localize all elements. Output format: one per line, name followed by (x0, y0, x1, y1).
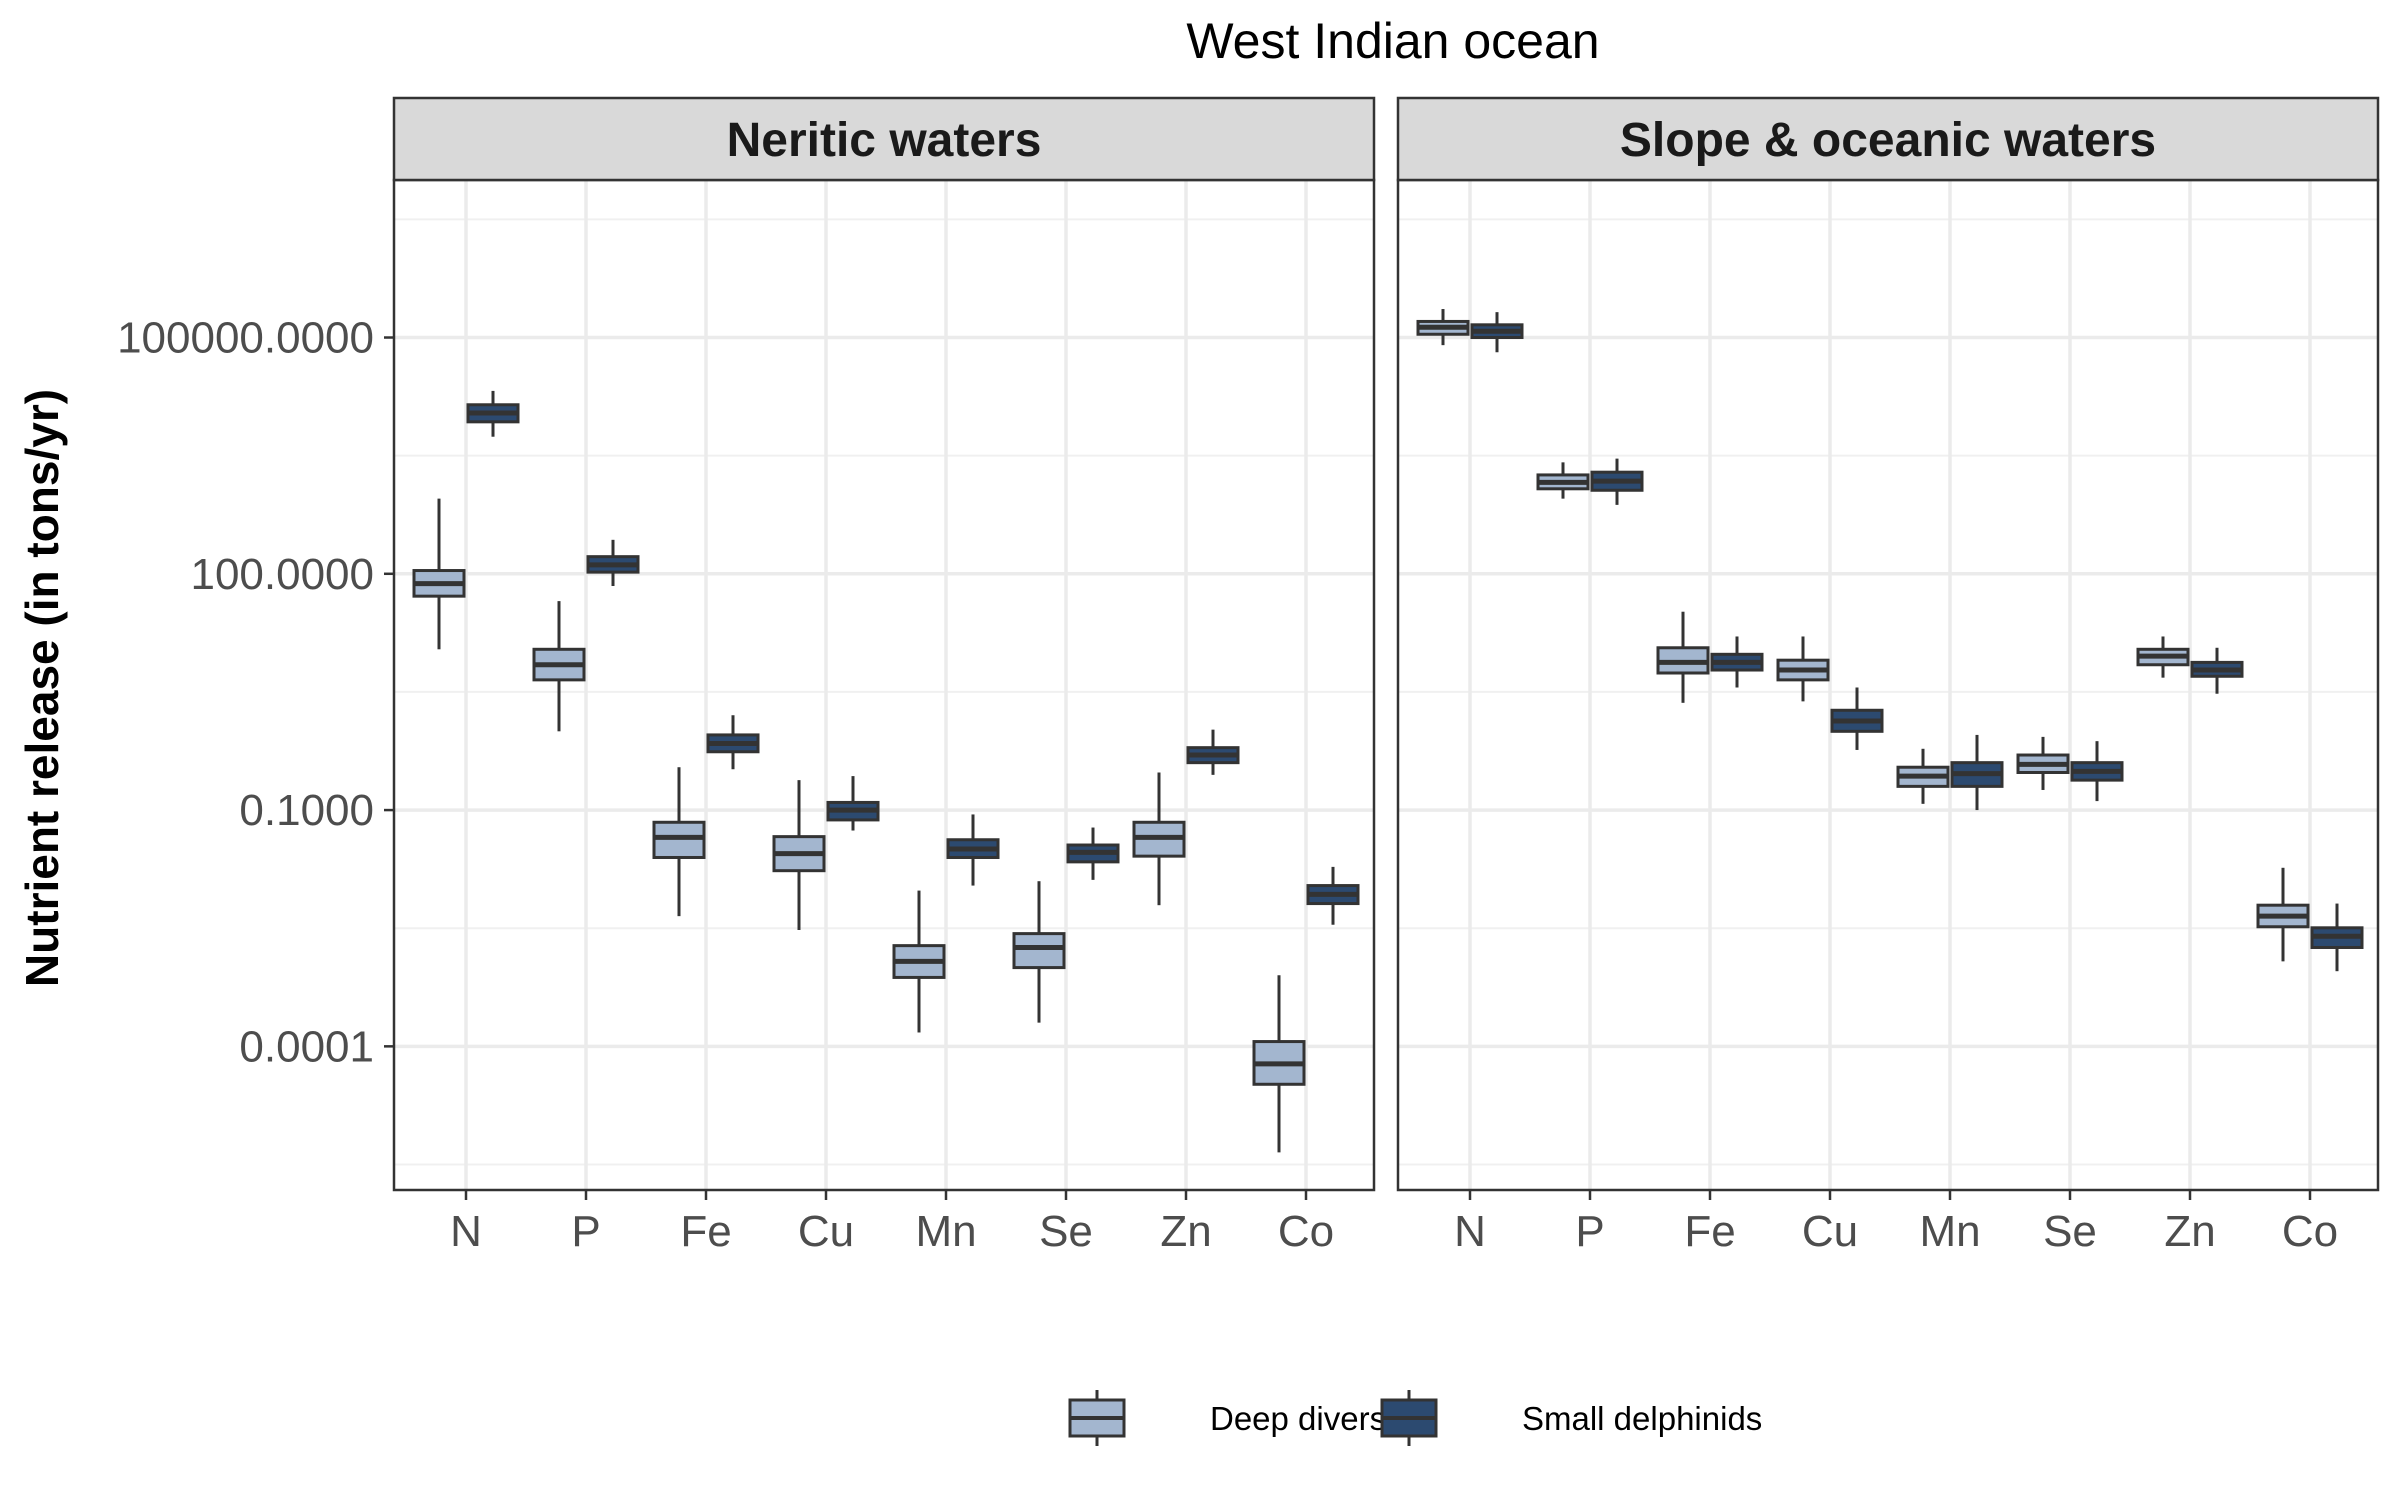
legend-item-deep-divers: Deep divers (1068, 1390, 1386, 1446)
box-deep-divers-zn (1132, 772, 1186, 906)
x-tick-label: Co (1278, 1207, 1334, 1256)
box-deep-divers-n (1416, 309, 1470, 346)
box-small-delphinids-co (1306, 866, 1360, 925)
legend-label: Small delphinids (1522, 1400, 1762, 1437)
legend-label: Deep divers (1210, 1400, 1386, 1437)
box-small-delphinids-p (1590, 458, 1644, 505)
strip-label: Neritic waters (727, 114, 1042, 167)
box-small-delphinids-cu (1830, 687, 1884, 750)
x-tick-label: Co (2282, 1207, 2338, 1256)
x-tick-label: Se (2043, 1207, 2097, 1256)
box-deep-divers-n (412, 498, 466, 650)
x-tick-label: Fe (680, 1207, 731, 1256)
box-small-delphinids-se (1066, 827, 1120, 880)
x-tick-label: P (571, 1207, 600, 1256)
box-deep-divers-se (2016, 736, 2070, 790)
legend-item-small-delphinids: Small delphinids (1380, 1390, 1762, 1446)
panel-neritic-waters: Neritic waters N P Fe Cu Mn Se Zn Co (392, 96, 1376, 1256)
legend: Deep divers Small delphinids (1068, 1390, 1762, 1446)
x-tick-label: Fe (1684, 1207, 1735, 1256)
x-tick-label: P (1575, 1207, 1604, 1256)
box-deep-divers-se (1012, 881, 1066, 1023)
y-tick-label: 0.0001 (239, 1022, 374, 1071)
box-small-delphinids-zn (1186, 729, 1240, 775)
box-deep-divers-mn (892, 890, 946, 1033)
box-small-delphinids-mn (946, 814, 1000, 886)
panel-slope-and-oceanic-waters: Slope & oceanic waters N P Fe Cu Mn Se Zn Co (1396, 96, 2380, 1256)
box-small-delphinids-n (1470, 312, 1524, 353)
strip-background (392, 96, 1376, 182)
box-small-delphinids-fe (1710, 636, 1764, 688)
series-deep-divers (412, 498, 1306, 1153)
x-tick-label: Mn (1919, 1207, 1980, 1256)
y-tick-label: 100000.0000 (117, 314, 374, 363)
box-deep-divers-cu (1776, 636, 1830, 702)
box-small-delphinids-mn (1950, 734, 2004, 811)
y-tick-label: 0.1000 (239, 786, 374, 835)
box-deep-divers-p (1536, 462, 1590, 499)
x-tick-label: Zn (1160, 1207, 1211, 1256)
box-deep-divers-co (1252, 975, 1306, 1153)
series-deep-divers (1416, 309, 2310, 962)
x-tick-label: N (1454, 1207, 1486, 1256)
box-deep-divers-p (532, 601, 586, 732)
box-body (1012, 932, 1066, 970)
box-deep-divers-fe (652, 767, 706, 917)
series-small-delphinids (1470, 312, 2364, 972)
box-deep-divers-cu (772, 780, 826, 931)
chart-title: West Indian ocean (1186, 13, 1599, 69)
x-tick-label: Cu (1802, 1207, 1858, 1256)
box-small-delphinids-n (466, 390, 520, 437)
panel-background (394, 180, 1374, 1190)
x-tick-label: Mn (915, 1207, 976, 1256)
box-deep-divers-zn (2136, 636, 2190, 678)
box-small-delphinids-co (2310, 903, 2364, 972)
x-tick-label: N (450, 1207, 482, 1256)
y-axis: 0.0001 0.1000 100.0000 100000.0000 (117, 314, 394, 1071)
box-small-delphinids-cu (826, 776, 880, 831)
panel-background (1398, 180, 2378, 1190)
x-tick-label: Cu (798, 1207, 854, 1256)
x-tick-label: Se (1039, 1207, 1093, 1256)
strip-label: Slope & oceanic waters (1620, 114, 2156, 167)
series-small-delphinids (466, 390, 1360, 925)
y-axis-label: Nutrient release (in tons/yr) (16, 389, 68, 987)
x-tick-label: Zn (2164, 1207, 2215, 1256)
box-deep-divers-fe (1656, 611, 1710, 703)
box-small-delphinids-se (2070, 741, 2124, 802)
box-small-delphinids-fe (706, 715, 760, 770)
box-deep-divers-co (2256, 867, 2310, 962)
strip-background (1396, 96, 2380, 182)
box-small-delphinids-zn (2190, 647, 2244, 694)
box-deep-divers-mn (1896, 748, 1950, 804)
y-tick-label: 100.0000 (190, 550, 374, 599)
box-small-delphinids-p (586, 539, 640, 586)
